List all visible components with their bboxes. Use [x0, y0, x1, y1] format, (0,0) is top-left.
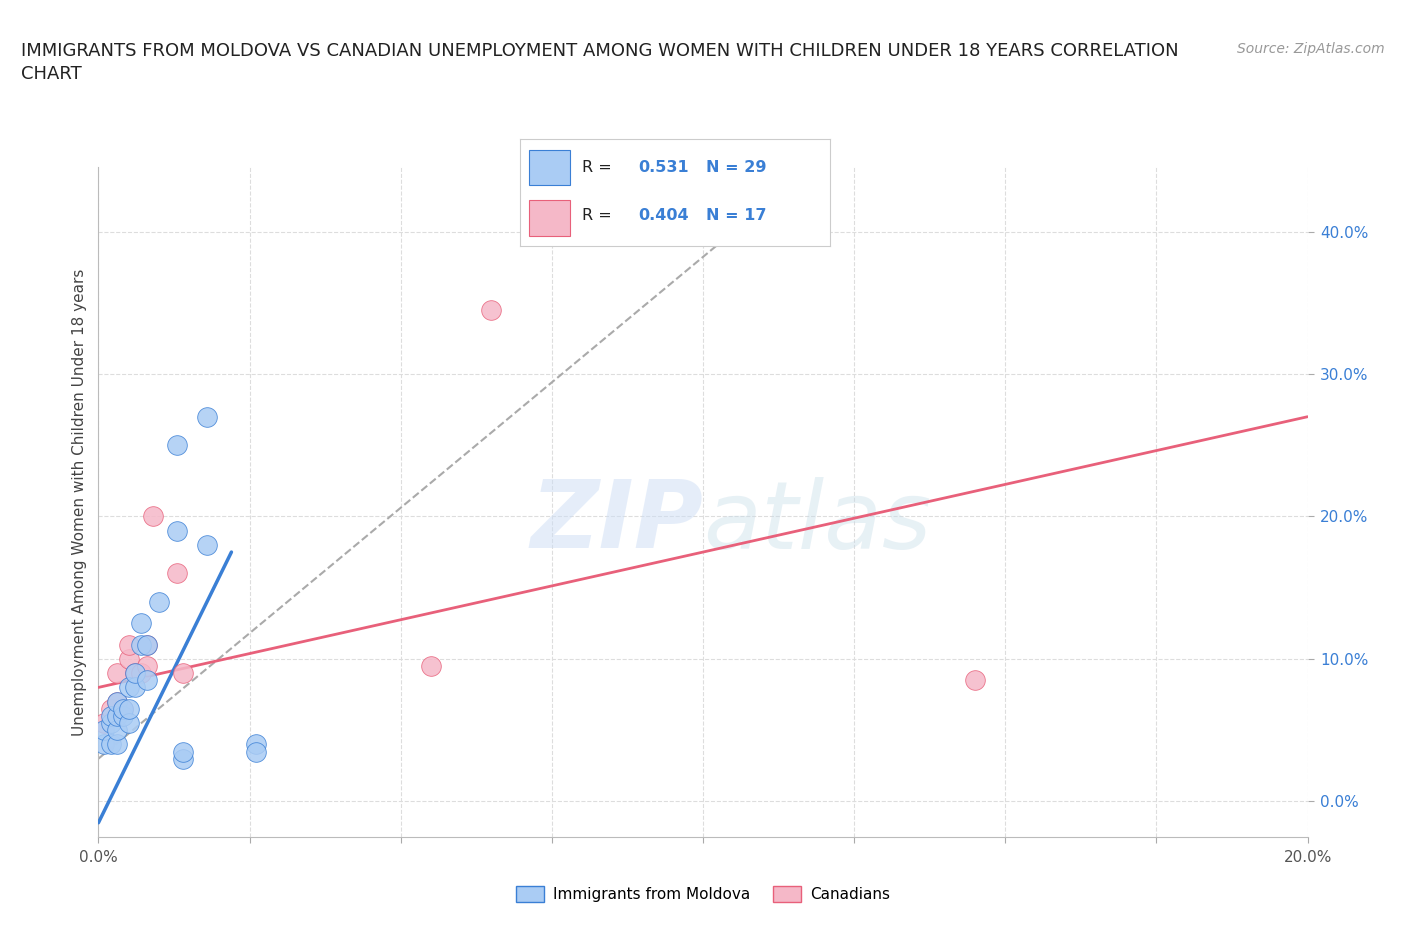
Legend: Immigrants from Moldova, Canadians: Immigrants from Moldova, Canadians — [510, 880, 896, 909]
Point — [142, 509, 165, 524]
Point — [135, 658, 157, 673]
Text: 0.404: 0.404 — [638, 208, 689, 223]
Point — [172, 666, 194, 681]
Point — [124, 666, 146, 681]
Point — [124, 680, 146, 695]
Point — [129, 637, 152, 652]
Point — [105, 694, 128, 709]
Point — [105, 709, 128, 724]
Point — [100, 709, 122, 724]
Point — [93, 715, 115, 730]
Text: IMMIGRANTS FROM MOLDOVA VS CANADIAN UNEMPLOYMENT AMONG WOMEN WITH CHILDREN UNDER: IMMIGRANTS FROM MOLDOVA VS CANADIAN UNEM… — [21, 42, 1178, 84]
Text: ZIP: ZIP — [530, 476, 703, 568]
Point — [481, 302, 503, 317]
Point — [105, 666, 128, 681]
Text: atlas: atlas — [703, 477, 931, 568]
Point — [172, 744, 194, 759]
Point — [100, 701, 122, 716]
Point — [195, 409, 218, 424]
Point — [118, 701, 141, 716]
Point — [111, 709, 134, 724]
Point — [100, 737, 122, 751]
Point — [118, 715, 141, 730]
Text: R =: R = — [582, 160, 617, 176]
Point — [172, 751, 194, 766]
FancyBboxPatch shape — [530, 201, 569, 236]
Point — [105, 737, 128, 751]
Point — [166, 438, 188, 453]
Point — [135, 637, 157, 652]
Point — [195, 538, 218, 552]
Point — [105, 694, 128, 709]
Point — [111, 701, 134, 716]
Point — [129, 666, 152, 681]
Point — [111, 701, 134, 716]
Point — [93, 737, 115, 751]
Point — [118, 680, 141, 695]
Point — [105, 723, 128, 737]
Point — [118, 637, 141, 652]
Point — [245, 737, 267, 751]
Text: 0.531: 0.531 — [638, 160, 689, 176]
Point — [135, 672, 157, 687]
Point — [148, 594, 170, 609]
FancyBboxPatch shape — [530, 151, 569, 185]
Text: R =: R = — [582, 208, 617, 223]
Point — [135, 637, 157, 652]
Point — [245, 744, 267, 759]
Text: Source: ZipAtlas.com: Source: ZipAtlas.com — [1237, 42, 1385, 56]
Point — [166, 524, 188, 538]
Point — [124, 666, 146, 681]
Text: N = 17: N = 17 — [706, 208, 766, 223]
Point — [118, 652, 141, 667]
Point — [93, 723, 115, 737]
Point — [419, 658, 441, 673]
Text: N = 29: N = 29 — [706, 160, 766, 176]
Point — [965, 672, 987, 687]
Point — [129, 616, 152, 631]
Point — [100, 715, 122, 730]
Y-axis label: Unemployment Among Women with Children Under 18 years: Unemployment Among Women with Children U… — [72, 269, 87, 736]
Point — [166, 566, 188, 581]
